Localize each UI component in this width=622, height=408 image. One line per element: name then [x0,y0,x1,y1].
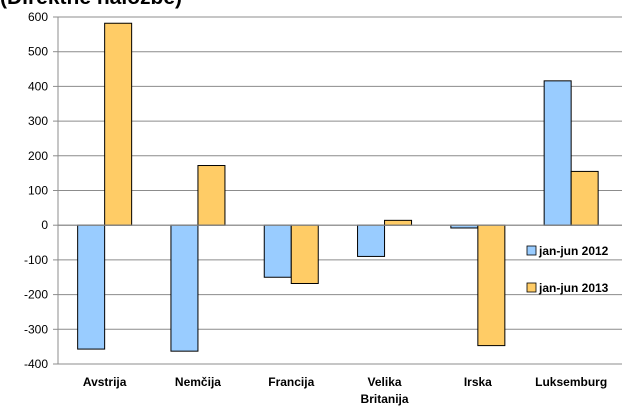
legend-label: jan-jun 2013 [538,281,609,295]
gridlines [53,16,622,365]
bar [570,170,599,226]
bar [104,22,133,226]
y-tick-label: 500 [28,45,48,59]
x-axis-category-labels: Avstrija Nemčija Francija Velika Britanija Ir… [83,375,607,406]
y-tick-label: -400 [24,357,48,371]
legend-swatch [526,282,537,293]
y-tick-label: 300 [28,114,48,128]
y-tick-label: -100 [24,253,48,267]
bar [543,80,572,226]
y-tick-label: -300 [24,322,48,336]
legend-label: jan-jun 2012 [538,244,609,258]
x-category-label: Francija [268,375,314,389]
bar [384,219,413,226]
bar [263,224,292,278]
y-tick-label: -200 [24,288,48,302]
x-category-label: Velika Britanija [361,375,409,406]
chart-title: (Direktne naložbe) [0,0,182,10]
legend-swatch [526,245,537,256]
y-axis-tick-labels: 600 500 400 300 200 100 0 -100 -200 -300 -400 [24,10,48,371]
x-category-label: Luksemburg [535,375,607,389]
y-tick-label: 200 [28,149,48,163]
axes [57,17,622,364]
x-category-label: Avstrija [83,375,127,389]
bar [477,224,506,347]
bar [357,224,386,257]
y-tick-label: 0 [41,218,48,232]
x-category-label: Irska [464,375,492,389]
bars [77,22,599,352]
y-tick-label: 100 [28,184,48,198]
bar [290,224,319,284]
bar [197,165,226,226]
y-tick-label: 600 [28,10,48,24]
bar [170,224,199,352]
x-category-label: Nemčija [175,375,221,389]
y-tick-label: 400 [28,79,48,93]
legend: jan-jun 2012 jan-jun 2013 [526,244,609,295]
bar [77,224,106,350]
